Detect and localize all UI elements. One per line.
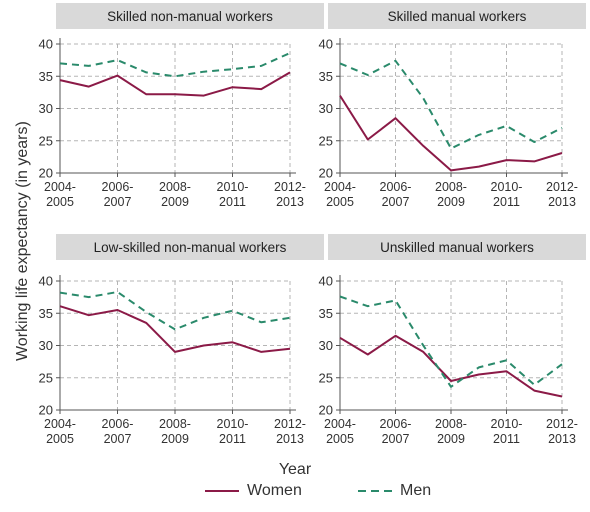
panel-4-xtick-label-2012-line2: 2013 <box>548 432 576 446</box>
panel-3-ytick-label-35: 35 <box>39 306 53 321</box>
legend-label-women: Women <box>247 482 302 499</box>
panel-1-header <box>56 3 324 29</box>
panel-3-xtick-label-2006-line2: 2007 <box>104 432 132 446</box>
panel-2-series-women-line <box>339 95 563 172</box>
legend-item-men: Men <box>358 482 431 500</box>
panel-4-xtick-label-2004-line2: 2005 <box>326 432 354 446</box>
panel-2-ytick-label-30: 30 <box>319 101 333 116</box>
panel-1-xtick-label-2004-line1: 2004- <box>44 180 76 194</box>
panel-1-ytick-label-25: 25 <box>39 133 53 148</box>
panel-1-ytick-label-20: 20 <box>39 166 53 181</box>
panel-2-xtick-label-2010-line2: 2011 <box>493 195 520 209</box>
panel-1-xtick-label-2004-line2: 2005 <box>46 195 74 209</box>
panel-1-xtick-label-2008-line1: 2008- <box>159 180 191 194</box>
panel-2-xtick-label-2006-line1: 2006- <box>380 180 412 194</box>
y-axis-label: Working life expectancy (in years) <box>14 121 31 361</box>
panel-3-xtick-label-2010-line2: 2011 <box>219 432 246 446</box>
panel-3-xtick-label-2004-line2: 2005 <box>46 432 74 446</box>
panel-3-xtick-label-2006-line1: 2006- <box>102 417 134 431</box>
panel-4-xtick-label-2004-line1: 2004- <box>324 417 356 431</box>
panel-4-title: Unskilled manual workers <box>380 240 534 255</box>
panel-1-series-women-line <box>59 71 291 97</box>
panel-3-header <box>56 234 324 260</box>
panel-3-ytick-label-20: 20 <box>39 403 53 418</box>
panel-4-header <box>328 234 586 260</box>
panel-2-xtick-label-2010-line1: 2010- <box>491 180 523 194</box>
panel-2-xtick-label-2012-line2: 2013 <box>548 195 576 209</box>
panel-3-xtick-label-2008-line2: 2009 <box>161 432 189 446</box>
panel-2-xtick-label-2012-line1: 2012- <box>546 180 578 194</box>
legend-swatch-women <box>205 490 239 492</box>
panel-3-xtick-label-2004-line1: 2004- <box>44 417 76 431</box>
panel-2-title: Skilled manual workers <box>388 9 527 24</box>
panel-4-ytick-label-30: 30 <box>319 338 333 353</box>
panel-3-series-women-line <box>59 305 291 353</box>
panel-2-xtick-label-2004-line2: 2005 <box>326 195 354 209</box>
panel-4-ytick-label-25: 25 <box>319 370 333 385</box>
panel-1-xtick-label-2010-line2: 2011 <box>219 195 246 209</box>
panel-4-series-men-line <box>339 295 563 388</box>
panel-3-title: Low-skilled non-manual workers <box>94 240 287 255</box>
panel-1-xtick-label-2012-line1: 2012- <box>274 180 306 194</box>
panel-3-xtick-label-2010-line1: 2010- <box>217 417 249 431</box>
panel-2-xtick-label-2004-line1: 2004- <box>324 180 356 194</box>
legend-label-men: Men <box>400 482 432 499</box>
panel-3-series-men-line <box>59 291 291 331</box>
panel-1-ytick-label-30: 30 <box>39 101 53 116</box>
panel-4-xtick-label-2010-line1: 2010- <box>491 417 523 431</box>
panel-3-ytick-label-30: 30 <box>39 338 53 353</box>
panel-4-xtick-label-2012-line1: 2012- <box>546 417 578 431</box>
legend-swatch-men <box>358 490 392 492</box>
panel-3-xtick-label-2012-line2: 2013 <box>276 432 304 446</box>
panel-1-title: Skilled non-manual workers <box>107 9 273 24</box>
panel-4-xtick-label-2010-line2: 2011 <box>493 432 520 446</box>
panel-2-header <box>328 3 586 29</box>
panel-4-ytick-label-35: 35 <box>319 306 333 321</box>
panel-2-xtick-label-2008-line2: 2009 <box>437 195 465 209</box>
panel-2-ytick-label-40: 40 <box>319 37 333 52</box>
panel-1-ytick-label-35: 35 <box>39 69 53 84</box>
panel-4-xtick-label-2008-line2: 2009 <box>437 432 465 446</box>
legend: Women Men <box>0 482 590 504</box>
panel-3-xtick-label-2008-line1: 2008- <box>159 417 191 431</box>
panel-4-ytick-label-20: 20 <box>319 403 333 418</box>
legend-item-women: Women <box>205 482 302 500</box>
panel-3-ytick-label-25: 25 <box>39 370 53 385</box>
panel-3-xtick-label-2012-line1: 2012- <box>274 417 306 431</box>
panel-2-ytick-label-25: 25 <box>319 133 333 148</box>
panel-4-ytick-label-40: 40 <box>319 274 333 289</box>
panel-3-ytick-label-40: 40 <box>39 274 53 289</box>
panel-1-xtick-label-2006-line2: 2007 <box>104 195 132 209</box>
panel-4-xtick-label-2008-line1: 2008- <box>435 417 467 431</box>
panel-1-xtick-label-2010-line1: 2010- <box>217 180 249 194</box>
panel-4-series-women-line <box>339 334 563 398</box>
panel-1-xtick-label-2012-line2: 2013 <box>276 195 304 209</box>
panel-1-series-men-line <box>59 52 291 78</box>
panel-1-ytick-label-40: 40 <box>39 37 53 52</box>
x-axis-label: Year <box>278 461 312 478</box>
panel-4-xtick-label-2006-line2: 2007 <box>382 432 410 446</box>
panel-1-xtick-label-2006-line1: 2006- <box>102 180 134 194</box>
panel-2-ytick-label-20: 20 <box>319 166 333 181</box>
panel-4-xtick-label-2006-line1: 2006- <box>380 417 412 431</box>
panel-2-ytick-label-35: 35 <box>319 69 333 84</box>
panel-2-series-men-line <box>339 59 563 150</box>
panel-1-xtick-label-2008-line2: 2009 <box>161 195 189 209</box>
panel-2-xtick-label-2008-line1: 2008- <box>435 180 467 194</box>
panel-2-xtick-label-2006-line2: 2007 <box>382 195 410 209</box>
